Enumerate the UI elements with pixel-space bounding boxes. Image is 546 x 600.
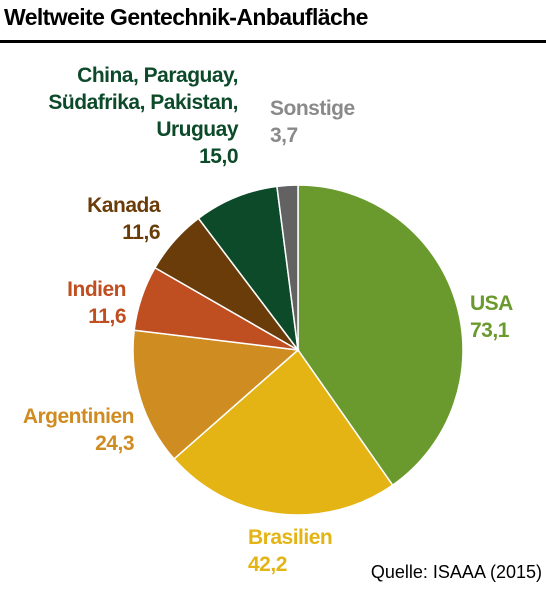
category-label: Argentinien (22, 405, 135, 428)
value-label: 11,6 (88, 305, 126, 328)
slice-label: Brasilien 42,2 (248, 524, 333, 578)
category-label: Brasilien (248, 526, 333, 549)
slice-label: Argentinien 24,3 (22, 403, 135, 457)
chart-title: Weltweite Gentechnik-Anbaufläche (4, 4, 368, 30)
slice-label: USA 73,1 (470, 290, 513, 344)
value-label: 24,3 (95, 432, 134, 455)
category-label: Indien (67, 278, 126, 301)
category-label: Kanada (87, 194, 160, 217)
category-label: China, Paraguay, Südafrika, Pakistan, Ur… (48, 64, 238, 141)
slice-label: Indien 11,6 (67, 276, 126, 330)
slice-label: China, Paraguay, Südafrika, Pakistan, Ur… (38, 62, 238, 170)
value-label: 3,7 (270, 124, 298, 147)
slice-label: Sonstige 3,7 (270, 95, 355, 149)
pie-slice (132, 329, 300, 460)
pie-slice (172, 348, 394, 516)
pie-slice (197, 185, 300, 353)
value-label: 73,1 (470, 319, 509, 342)
value-label: 15,0 (199, 145, 238, 168)
pie-slice (276, 184, 299, 351)
slice-label: Kanada 11,6 (87, 192, 160, 246)
category-label: Sonstige (270, 97, 355, 120)
title-rule (0, 40, 546, 43)
pie-slice (297, 184, 464, 487)
category-label: USA (470, 292, 513, 315)
value-label: 11,6 (122, 221, 160, 244)
value-label: 42,2 (248, 553, 287, 576)
source-note: Quelle: ISAAA (2015) (370, 562, 542, 582)
